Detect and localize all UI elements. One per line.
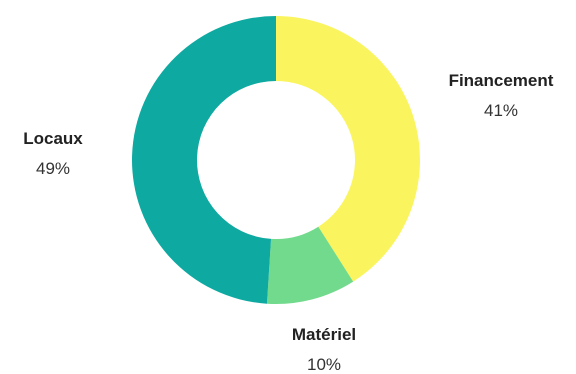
slice-label-locaux: Locaux <box>23 129 83 148</box>
slice-value-materiel: 10% <box>307 355 341 374</box>
slice-locaux <box>132 16 276 304</box>
slice-value-financement: 41% <box>484 101 518 120</box>
slice-materiel <box>266 226 354 305</box>
slice-label-financement: Financement <box>449 71 554 90</box>
slice-label-materiel: Matériel <box>292 325 356 344</box>
slice-value-locaux: 49% <box>36 159 70 178</box>
slice-financement <box>276 16 421 282</box>
donut-slices <box>132 16 421 305</box>
